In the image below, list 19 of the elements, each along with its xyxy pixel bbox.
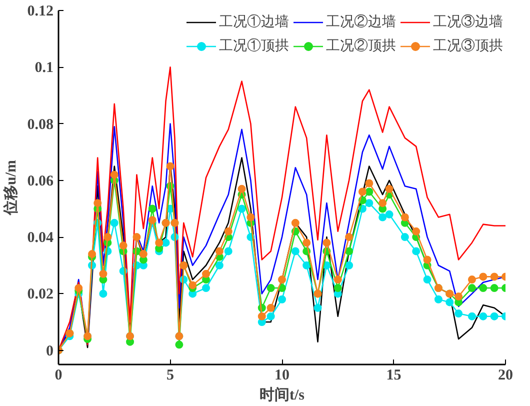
y-tick-label: 0.02 [27, 286, 54, 303]
legend-label: 工况①顶拱 [219, 38, 289, 55]
x-tick-label: 10 [274, 368, 290, 384]
y-tick-label: 0.12 [27, 4, 54, 20]
legend-label: 工况②顶拱 [326, 38, 396, 55]
legend-label: 工况③边墙 [433, 14, 503, 31]
x-tick-label: 5 [166, 368, 174, 384]
y-tick-label: 0.04 [27, 230, 54, 246]
y-tick-label: 0.08 [27, 116, 54, 133]
y-axis-title: 位移u/m [2, 159, 20, 216]
legend-label: 工况③顶拱 [433, 38, 503, 55]
legend-label: 工况①边墙 [219, 14, 289, 31]
legend-label: 工况②边墙 [326, 14, 396, 31]
y-tick-label: 0.06 [27, 173, 54, 190]
y-tick-label: 0.1 [34, 60, 54, 76]
x-axis-title: 时间t/s [260, 386, 305, 404]
x-tick-label: 15 [386, 368, 402, 384]
x-tick-label: 20 [498, 368, 513, 384]
y-tick-label: 0 [46, 343, 54, 360]
